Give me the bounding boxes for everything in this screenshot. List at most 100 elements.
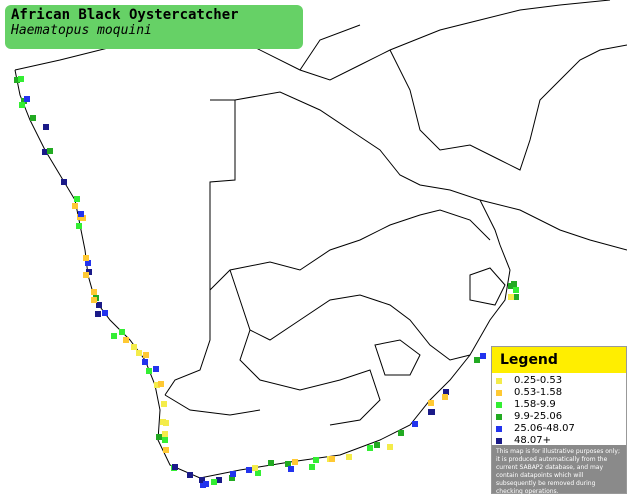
record-square [172,464,178,470]
title-box: African Black Oystercatcher Haematopus m… [5,5,303,49]
legend-item: 48.07+ [496,435,626,447]
legend-item: 0.25-0.53 [496,375,626,387]
record-square [443,389,449,395]
record-square [162,437,168,443]
record-square [216,477,222,483]
record-square [268,460,274,466]
record-square [230,471,236,477]
record-square [374,442,380,448]
border [164,99,236,396]
legend-item: 9.9-25.06 [496,411,626,423]
records [14,76,519,488]
record-square [252,465,258,471]
record-square [211,479,217,485]
record-square [76,223,82,229]
border [164,329,381,426]
record-square [123,337,129,343]
record-square [61,179,67,185]
record-square [511,281,517,287]
legend-swatch [496,414,502,420]
record-square [91,297,97,303]
record-square [158,381,164,387]
legend-label: 48.07+ [514,435,552,446]
legend-list: 0.25-0.53 0.53-1.58 1.58-9.9 9.9-25.06 25.06… [492,375,626,447]
record-square [154,382,160,388]
record-square [143,352,149,358]
record-square [142,359,148,365]
record-square [78,211,84,217]
border [299,24,627,171]
record-square [329,456,335,462]
record-square [313,457,319,463]
record-square [346,454,352,460]
record-square [72,203,78,209]
title: African Black Oystercatcher [11,7,239,23]
record-square [102,310,108,316]
record-square [96,302,102,308]
record-square [156,434,162,440]
record-square [47,148,53,154]
record-square [162,431,168,437]
legend-label: 25.06-48.07 [514,423,575,434]
border [209,209,491,361]
record-square [43,124,49,130]
legend-label: 0.53-1.58 [514,387,563,398]
record-square [136,350,142,356]
record-square [203,481,209,487]
record-square [387,444,393,450]
record-square [24,96,30,102]
record-square [513,294,519,300]
record-square [428,400,434,406]
legend-swatch [496,426,502,432]
legend-title: Legend [492,347,626,373]
record-square [14,77,20,83]
legend-item: 1.58-9.9 [496,399,626,411]
record-square [480,353,486,359]
record-square [474,357,480,363]
record-square [111,333,117,339]
record-square [74,196,80,202]
record-square [508,294,514,300]
disclaimer: This map is for illustrative purposes on… [492,445,626,495]
record-square [428,409,434,415]
legend-label: 1.58-9.9 [514,399,556,410]
record-square [161,401,167,407]
record-square [367,445,373,451]
border [479,199,627,251]
border [374,339,421,376]
record-square [285,461,291,467]
borders [14,0,627,479]
border [469,267,506,306]
record-square [18,76,24,82]
record-square [163,447,169,453]
record-square [83,255,89,261]
record-square [309,464,315,470]
record-square [412,421,418,427]
record-square [292,459,298,465]
record-square [95,311,101,317]
record-square [42,149,48,155]
legend: Legend 0.25-0.53 0.53-1.58 1.58-9.9 9.9-25.… [491,346,627,495]
record-square [442,394,448,400]
record-square [30,115,36,121]
legend-label: 0.25-0.53 [514,375,563,386]
legend-swatch [496,378,502,384]
record-square [163,420,169,426]
record-square [119,329,125,335]
record-square [513,287,519,293]
coastline [14,69,511,479]
legend-item: 25.06-48.07 [496,423,626,435]
border [234,91,501,246]
record-square [91,289,97,295]
record-square [187,472,193,478]
legend-swatch [496,390,502,396]
legend-swatch [496,438,502,444]
record-square [85,260,91,266]
legend-swatch [496,402,502,408]
record-square [19,102,25,108]
record-square [246,467,252,473]
record-square [288,466,294,472]
record-square [83,272,89,278]
